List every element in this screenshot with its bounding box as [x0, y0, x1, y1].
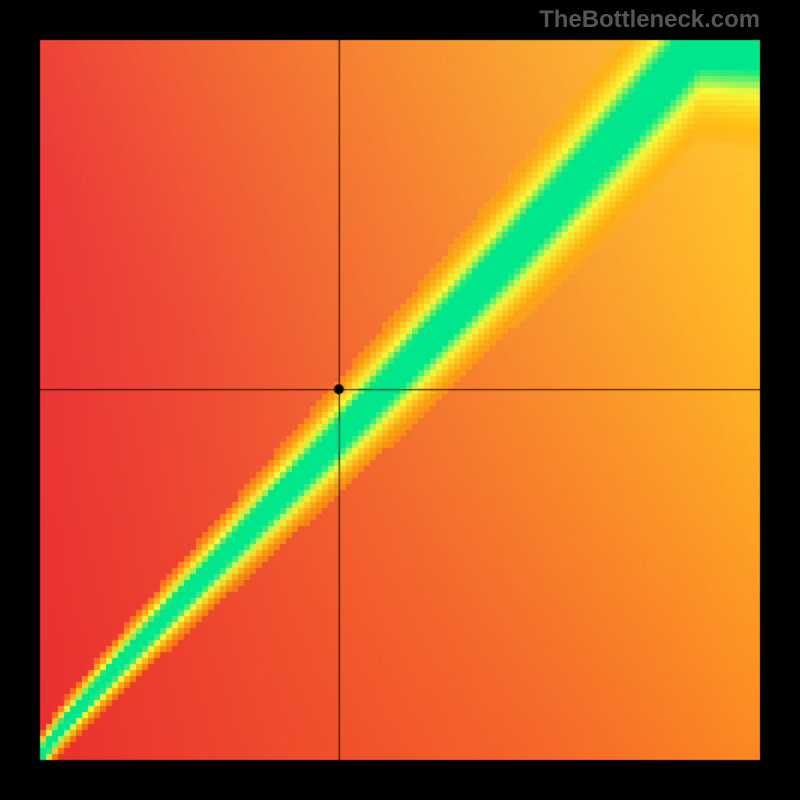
watermark-text: TheBottleneck.com: [539, 6, 760, 34]
chart-container: TheBottleneck.com: [0, 0, 800, 800]
heatmap-canvas: [0, 0, 800, 800]
